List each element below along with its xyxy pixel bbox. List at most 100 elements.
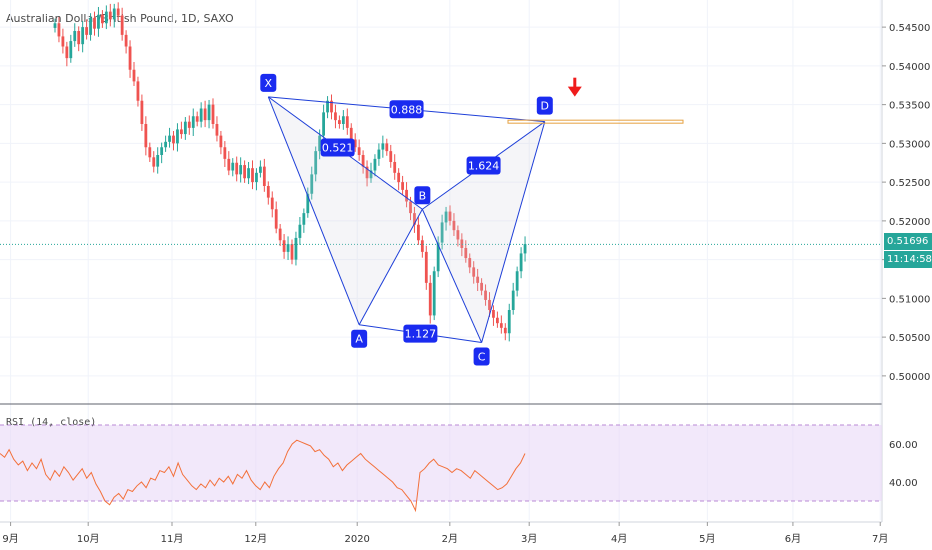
candle-body xyxy=(215,124,219,136)
candle-body xyxy=(294,237,298,260)
candle-body xyxy=(456,230,460,240)
candle-body xyxy=(492,310,495,318)
candle-body xyxy=(448,211,452,221)
pattern-fill-xab xyxy=(268,96,423,325)
candle-body xyxy=(460,239,464,248)
price-tick-label: 0.53000 xyxy=(889,139,930,150)
time-tick-label: 9月 xyxy=(2,533,18,545)
candle-body xyxy=(156,155,160,167)
candle-body xyxy=(290,244,294,260)
candle-body xyxy=(235,162,239,175)
price-tick-label: 0.51000 xyxy=(889,294,930,305)
candle-body xyxy=(191,116,195,128)
symbol-legend: Australian Dollar/British Pound, 1D, SAX… xyxy=(6,12,234,25)
candle-body xyxy=(413,213,416,225)
candle-body xyxy=(409,201,412,214)
pattern-point-box xyxy=(414,186,431,205)
candle-body xyxy=(112,8,116,20)
candle-body xyxy=(480,282,483,291)
candle-body xyxy=(298,224,302,238)
rsi-line xyxy=(0,439,526,513)
candle-body xyxy=(369,170,373,179)
candle-body xyxy=(231,162,235,171)
pattern-point-label: X xyxy=(265,77,273,90)
candle-body xyxy=(101,14,104,24)
candle-body xyxy=(148,147,152,158)
leg-ab xyxy=(358,209,423,325)
candle-body xyxy=(176,129,179,144)
candle-body xyxy=(219,135,223,148)
candle-body xyxy=(377,149,381,159)
price-tick-label: 0.52500 xyxy=(889,178,930,189)
rsi-tick-label: 40.00 xyxy=(889,478,918,489)
harmonic-pattern: X A B C D 0.521 0.888 1.624 1.127 xyxy=(260,73,684,366)
candle-body xyxy=(282,240,286,252)
candle-body xyxy=(424,251,428,283)
candle-body xyxy=(61,36,65,47)
candle-body xyxy=(476,276,480,283)
candle-body xyxy=(436,242,440,272)
rsi-indicator-label: RSI (14, close) xyxy=(6,417,97,428)
time-tick-label: 6月 xyxy=(785,533,801,545)
candle-body xyxy=(81,27,85,45)
axes: 0.500000.505000.510000.515000.520000.525… xyxy=(2,23,930,545)
candle-body xyxy=(511,290,515,310)
ratio-label: 0.888 xyxy=(391,103,423,116)
candle-body xyxy=(330,100,333,113)
candle-body xyxy=(160,147,164,155)
candle-body xyxy=(187,121,191,128)
candle-body xyxy=(464,248,468,259)
pattern-point-label: A xyxy=(355,333,363,346)
candle-body xyxy=(349,127,353,140)
pattern-point-label: D xyxy=(541,100,549,113)
candle-body xyxy=(144,124,148,148)
rsi-band xyxy=(0,425,882,501)
candle-body xyxy=(428,282,432,316)
time-tick-label: 10月 xyxy=(77,533,100,545)
candle-body xyxy=(310,174,314,194)
rsi-tick-label: 60.00 xyxy=(889,440,918,451)
candle-body xyxy=(183,121,187,135)
candle-body xyxy=(417,224,420,241)
candle-body xyxy=(385,143,389,152)
candle-body xyxy=(93,17,96,29)
candle-body xyxy=(373,158,377,171)
candle-body xyxy=(405,189,408,202)
ratio-label: 0.521 xyxy=(322,141,354,154)
candle-body xyxy=(164,141,167,148)
candle-body xyxy=(322,112,325,136)
candle-body xyxy=(262,166,266,186)
candle-body xyxy=(496,317,499,324)
price-tick-label: 0.50000 xyxy=(889,372,930,383)
ratio-box xyxy=(466,156,501,175)
price-tick-label: 0.50500 xyxy=(889,333,930,344)
candle-body xyxy=(420,240,424,252)
candle-body xyxy=(452,220,456,231)
candle-body xyxy=(211,104,215,124)
price-tick-label: 0.53500 xyxy=(889,101,930,112)
candle-body xyxy=(278,228,282,241)
leg-xa xyxy=(267,96,360,325)
candle-body xyxy=(207,104,211,121)
candle-body xyxy=(266,186,270,198)
time-tick-label: 7月 xyxy=(872,533,888,545)
candle-body xyxy=(314,151,318,175)
candle-body xyxy=(302,213,306,225)
candle-body xyxy=(318,135,322,152)
candle-body xyxy=(136,81,140,101)
down-arrow-head xyxy=(567,86,582,97)
ratio-label: 1.624 xyxy=(468,159,500,172)
time-tick-label: 3月 xyxy=(521,533,537,545)
candle-body xyxy=(104,11,108,24)
candle-body xyxy=(65,46,69,59)
candle-body xyxy=(326,100,329,113)
leg-cd xyxy=(481,121,546,343)
candle-body xyxy=(251,168,254,183)
candle-body xyxy=(243,165,246,179)
candle-body xyxy=(116,8,120,16)
candle-body xyxy=(199,108,203,122)
candle-body xyxy=(152,157,156,167)
candle-body xyxy=(341,116,345,124)
candle-body xyxy=(128,46,132,70)
